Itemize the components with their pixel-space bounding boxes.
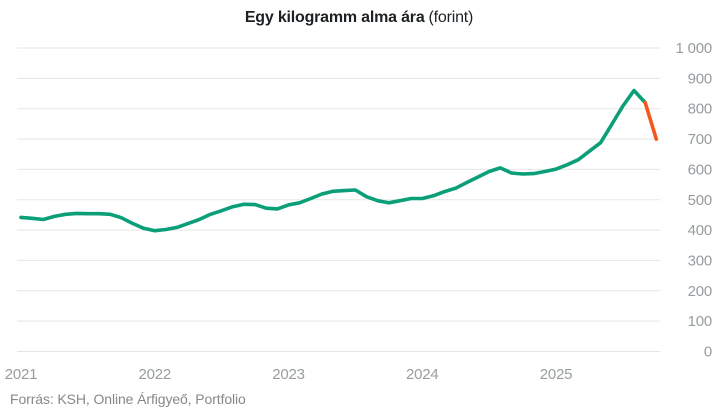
y-axis-label: 300 — [688, 252, 712, 269]
y-axis-label: 0 — [704, 344, 712, 361]
y-axis-label: 600 — [688, 161, 712, 178]
y-axis-label: 200 — [688, 283, 712, 300]
y-axis-label: 700 — [688, 131, 712, 148]
x-axis-label: 2022 — [139, 366, 172, 383]
source-caption: Forrás: KSH, Online Árfigyeő, Portfolio — [10, 391, 246, 407]
y-axis-label: 100 — [688, 313, 712, 330]
y-axis-label: 500 — [688, 192, 712, 209]
x-axis-label: 2024 — [406, 366, 439, 383]
x-axis-label: 2025 — [540, 366, 573, 383]
x-axis-label: 2021 — [5, 366, 38, 383]
y-axis-label: 800 — [688, 101, 712, 118]
price-line-highlight — [643, 100, 659, 141]
price-line-main — [19, 88, 648, 233]
x-axis-label: 2023 — [272, 366, 305, 383]
y-axis-label: 900 — [688, 70, 712, 87]
chart-title-main: Egy kilogramm alma ára — [244, 9, 425, 26]
y-axis-label: 1 000 — [675, 40, 712, 57]
chart-title-unit: (forint) — [428, 9, 474, 26]
chart-title: Egy kilogramm alma ára (forint) — [0, 9, 718, 27]
y-axis-label: 400 — [688, 222, 712, 239]
